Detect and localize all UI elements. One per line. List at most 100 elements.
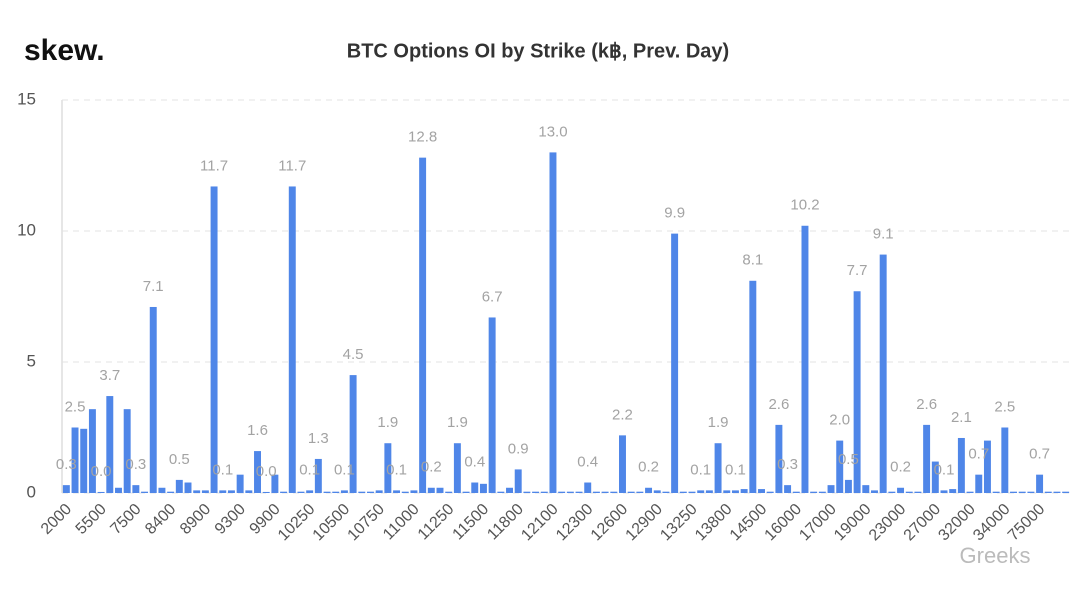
data-label: 1.3 — [308, 430, 329, 447]
bar — [123, 409, 131, 493]
bar — [827, 485, 835, 493]
bar — [931, 461, 939, 493]
bar — [149, 306, 157, 493]
data-label: 0.2 — [638, 459, 659, 476]
data-label: 0.5 — [838, 451, 859, 468]
data-label: 0.2 — [890, 459, 911, 476]
bar — [436, 487, 444, 493]
bar — [983, 440, 991, 493]
bar — [575, 491, 583, 493]
bar — [245, 490, 253, 493]
data-label: 0.0 — [91, 463, 112, 480]
x-tick-label: 2000 — [38, 501, 75, 538]
x-tick-label: 8900 — [177, 501, 214, 538]
bar — [853, 291, 861, 493]
data-label: 7.1 — [143, 278, 164, 295]
bar — [992, 491, 1000, 493]
x-tick-label: 12600 — [588, 501, 632, 545]
data-label: 0.3 — [777, 456, 798, 473]
bar — [740, 489, 748, 493]
bar — [514, 469, 522, 493]
logo: skew. — [24, 34, 105, 67]
bar — [158, 487, 166, 493]
x-tick-label: 75000 — [1005, 501, 1049, 545]
data-label: 0.7 — [1029, 446, 1050, 463]
bar — [1001, 427, 1009, 493]
bar — [949, 489, 957, 493]
y-tick-label: 10 — [17, 220, 36, 239]
bar — [671, 233, 679, 493]
data-label: 11.7 — [200, 157, 228, 174]
bar — [1010, 491, 1017, 493]
data-label: 3.7 — [99, 367, 120, 384]
bar — [592, 491, 600, 493]
x-tick-label: 7500 — [107, 501, 144, 538]
bar — [141, 491, 149, 493]
data-label: 2.0 — [829, 412, 850, 429]
data-label: 0.1 — [934, 461, 955, 478]
data-label: 8.1 — [742, 252, 763, 269]
data-label: 0.1 — [725, 461, 746, 478]
bar — [1044, 491, 1052, 493]
data-label: 0.1 — [690, 461, 711, 478]
bar — [184, 482, 192, 493]
data-label: 2.1 — [951, 409, 972, 426]
data-label: 2.5 — [65, 398, 86, 415]
bar — [497, 491, 505, 493]
x-tick-label: 10500 — [310, 501, 354, 545]
bar — [679, 491, 687, 493]
x-tick-label: 5500 — [73, 501, 110, 538]
data-label: 0.0 — [256, 463, 277, 480]
bar — [323, 491, 331, 493]
bar — [871, 490, 878, 493]
bar — [810, 491, 818, 493]
bar — [645, 487, 653, 493]
data-label: 9.9 — [664, 205, 685, 222]
data-label: 7.7 — [847, 262, 868, 279]
bar — [549, 152, 557, 493]
x-tick-label: 13250 — [657, 501, 701, 545]
bar — [532, 491, 540, 493]
bar — [106, 396, 114, 493]
data-label: 0.1 — [334, 461, 355, 478]
bar — [653, 490, 661, 493]
bar — [601, 491, 609, 493]
bar — [610, 491, 618, 493]
data-label: 2.6 — [916, 396, 937, 413]
bar — [523, 491, 531, 493]
data-label: 12.8 — [408, 129, 437, 146]
x-tick-label: 11250 — [415, 501, 458, 544]
bar — [714, 443, 722, 493]
bar — [445, 491, 453, 493]
bar — [1027, 491, 1035, 493]
bar — [80, 428, 88, 493]
data-label: 10.2 — [790, 197, 819, 214]
bar — [306, 490, 314, 493]
data-label: 2.2 — [612, 406, 633, 423]
bar — [71, 427, 79, 493]
bar — [227, 490, 235, 493]
x-tick-label: 11500 — [450, 501, 493, 544]
bar — [288, 186, 296, 493]
bar — [784, 485, 792, 493]
data-label: 6.7 — [482, 288, 503, 305]
bar — [1062, 491, 1070, 493]
bar — [957, 437, 965, 493]
data-label: 0.7 — [968, 446, 989, 463]
x-tick-label: 12100 — [518, 501, 562, 545]
bar — [688, 491, 696, 493]
bar — [1036, 474, 1044, 493]
bar — [775, 424, 783, 493]
x-tick-label: 19000 — [831, 501, 875, 545]
bar — [62, 485, 70, 493]
bar — [358, 491, 366, 493]
bar — [818, 491, 826, 493]
data-label: 0.4 — [464, 453, 485, 470]
bar — [836, 440, 844, 493]
data-label: 9.1 — [873, 226, 894, 243]
data-label: 4.5 — [343, 346, 364, 363]
bar — [97, 491, 105, 493]
y-tick-label: 15 — [17, 89, 36, 108]
bar — [427, 487, 435, 493]
